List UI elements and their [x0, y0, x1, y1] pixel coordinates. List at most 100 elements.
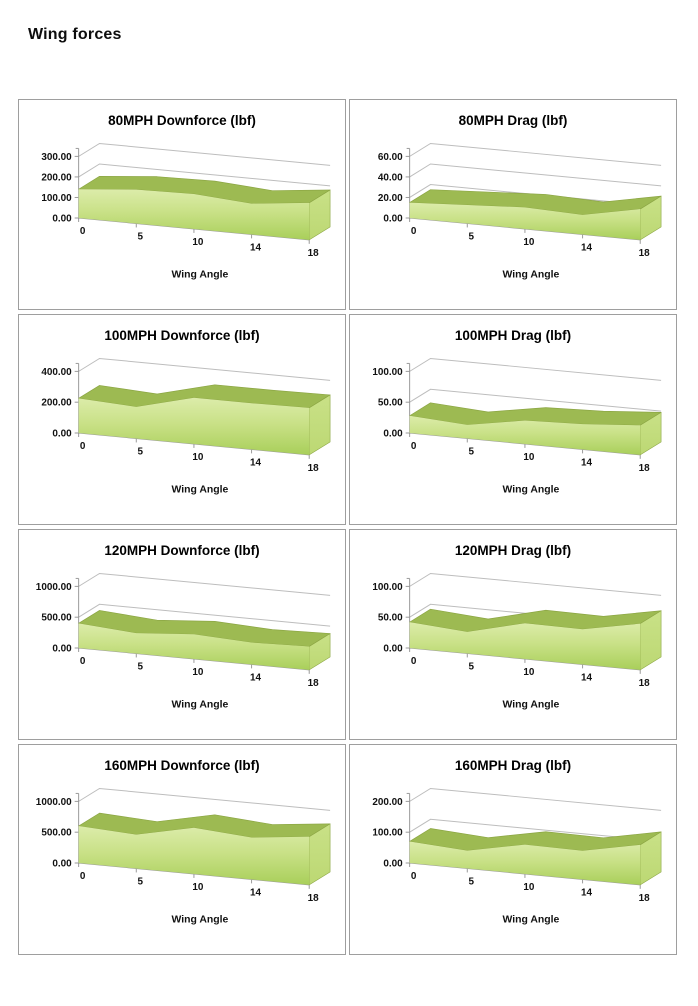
- y-tick-label: 60.00: [378, 152, 403, 163]
- y-tick-label: 20.00: [378, 193, 403, 204]
- y-tick-label: 0.00: [383, 858, 403, 869]
- x-tick-label: 5: [468, 876, 474, 887]
- chart-title: 120MPH Downforce (lbf): [104, 543, 260, 558]
- gridline: [409, 142, 662, 166]
- x-tick-label: 18: [308, 248, 320, 259]
- x-tick-label: 5: [137, 661, 143, 672]
- gridline: [409, 787, 662, 811]
- x-tick-label: 5: [137, 446, 143, 457]
- x-tick-label: 18: [639, 893, 651, 904]
- x-tick-label: 18: [639, 248, 651, 259]
- area-chart-80mph-downforce-lbf: 0.00 100.00 200.00 300.00 0 5 10 14 18 Wing Angle: [41, 142, 331, 281]
- x-tick-label: 18: [639, 463, 651, 474]
- y-tick-label: 50.00: [378, 613, 403, 624]
- chart-panel-120mph-drag-lbf: 120MPH Drag (lbf) 0.00 50.00 100.00 0 5 10 14 18…: [349, 529, 677, 740]
- y-tick-label: 50.00: [378, 398, 403, 409]
- area-front-face: [409, 202, 641, 240]
- area-front-face: [78, 189, 310, 240]
- x-tick-label: 18: [308, 893, 320, 904]
- gridline: [409, 572, 662, 596]
- x-tick-label: 0: [411, 656, 417, 667]
- x-tick-label: 5: [468, 231, 474, 242]
- x-tick-label: 14: [250, 672, 262, 683]
- x-tick-label: 14: [581, 457, 593, 468]
- x-tick-label: 10: [523, 667, 535, 678]
- gridline: [78, 357, 331, 381]
- gridline: [78, 163, 331, 187]
- gridline: [78, 572, 331, 596]
- chart-panel-100mph-downforce-lbf: 100MPH Downforce (lbf) 0.00 200.00 400.00 0 5…: [18, 314, 346, 525]
- chart-title: 100MPH Drag (lbf): [454, 328, 572, 343]
- gridline: [78, 142, 331, 166]
- x-tick-label: 18: [639, 678, 651, 689]
- y-tick-label: 500.00: [41, 828, 72, 839]
- chart-title: 80MPH Drag (lbf): [458, 113, 568, 128]
- x-tick-label: 10: [192, 452, 204, 463]
- chart-title: 80MPH Downforce (lbf): [108, 113, 256, 128]
- x-tick-label: 14: [250, 242, 262, 253]
- chart-panel-120mph-downforce-lbf: 120MPH Downforce (lbf) 0.00 500.00 1000.00 0…: [18, 529, 346, 740]
- chart-panel-80mph-downforce-lbf: 80MPH Downforce (lbf) 0.00 100.00 200.00 300…: [18, 99, 346, 310]
- area-chart-100mph-drag-lbf: 0.00 50.00 100.00 0 5 10 14 18 Wing Angle: [372, 357, 662, 496]
- x-tick-label: 0: [411, 226, 417, 237]
- x-tick-label: 5: [468, 661, 474, 672]
- area-front-face: [409, 415, 641, 455]
- x-tick-label: 0: [411, 441, 417, 452]
- x-axis-title: Wing Angle: [171, 270, 228, 281]
- x-axis-title: Wing Angle: [502, 915, 559, 926]
- x-tick-label: 10: [192, 882, 204, 893]
- x-tick-label: 14: [250, 457, 262, 468]
- x-tick-label: 5: [137, 231, 143, 242]
- y-tick-label: 200.00: [372, 797, 403, 808]
- x-tick-label: 14: [581, 672, 593, 683]
- y-tick-label: 1000.00: [36, 582, 72, 593]
- gridline: [409, 388, 662, 412]
- x-axis-title: Wing Angle: [502, 270, 559, 281]
- x-tick-label: 14: [581, 242, 593, 253]
- chart-panel-80mph-drag-lbf: 80MPH Drag (lbf) 0.00 20.00 40.00 60.00 0 5 10 1…: [349, 99, 677, 310]
- gridline: [78, 787, 331, 811]
- y-tick-label: 0.00: [52, 213, 72, 224]
- x-tick-label: 5: [137, 876, 143, 887]
- chart-title: 160MPH Drag (lbf): [454, 758, 572, 773]
- x-tick-label: 10: [192, 667, 204, 678]
- page-title: Wing forces: [28, 26, 122, 43]
- x-tick-label: 18: [308, 678, 320, 689]
- area-front-face: [78, 623, 310, 670]
- x-axis-title: Wing Angle: [502, 700, 559, 711]
- area-chart-160mph-downforce-lbf: 0.00 500.00 1000.00 0 5 10 14 18 Wing Angle: [36, 787, 331, 926]
- gridline: [78, 603, 331, 627]
- x-tick-label: 18: [308, 463, 320, 474]
- y-tick-label: 0.00: [383, 643, 403, 654]
- chart-title: 100MPH Downforce (lbf): [104, 328, 260, 343]
- y-tick-label: 100.00: [372, 582, 403, 593]
- y-tick-label: 400.00: [41, 367, 72, 378]
- y-tick-label: 0.00: [52, 858, 72, 869]
- area-front-face: [409, 622, 641, 670]
- x-tick-label: 14: [581, 887, 593, 898]
- area-front-face: [78, 397, 310, 455]
- x-tick-label: 0: [80, 441, 86, 452]
- gridline: [409, 163, 662, 187]
- area-chart-100mph-downforce-lbf: 0.00 200.00 400.00 0 5 10 14 18 Wing Angle: [41, 357, 331, 496]
- x-axis-title: Wing Angle: [171, 700, 228, 711]
- x-axis-title: Wing Angle: [502, 485, 559, 496]
- x-axis-title: Wing Angle: [171, 915, 228, 926]
- y-tick-label: 200.00: [41, 398, 72, 409]
- x-tick-label: 14: [250, 887, 262, 898]
- chart-title: 120MPH Drag (lbf): [454, 543, 572, 558]
- y-tick-label: 1000.00: [36, 797, 72, 808]
- gridline: [409, 818, 662, 842]
- chart-title: 160MPH Downforce (lbf): [104, 758, 260, 773]
- chart-panel-100mph-drag-lbf: 100MPH Drag (lbf) 0.00 50.00 100.00 0 5 10 14 18…: [349, 314, 677, 525]
- x-tick-label: 0: [80, 871, 86, 882]
- area-front-face: [78, 826, 310, 885]
- y-tick-label: 100.00: [372, 367, 403, 378]
- y-tick-label: 40.00: [378, 172, 403, 183]
- x-tick-label: 10: [523, 237, 535, 248]
- area-chart-120mph-downforce-lbf: 0.00 500.00 1000.00 0 5 10 14 18 Wing Angle: [36, 572, 331, 711]
- area-chart-80mph-drag-lbf: 0.00 20.00 40.00 60.00 0 5 10 14 18 Wing Angle: [378, 142, 662, 281]
- gridline: [409, 357, 662, 381]
- y-tick-label: 500.00: [41, 613, 72, 624]
- x-tick-label: 5: [468, 446, 474, 457]
